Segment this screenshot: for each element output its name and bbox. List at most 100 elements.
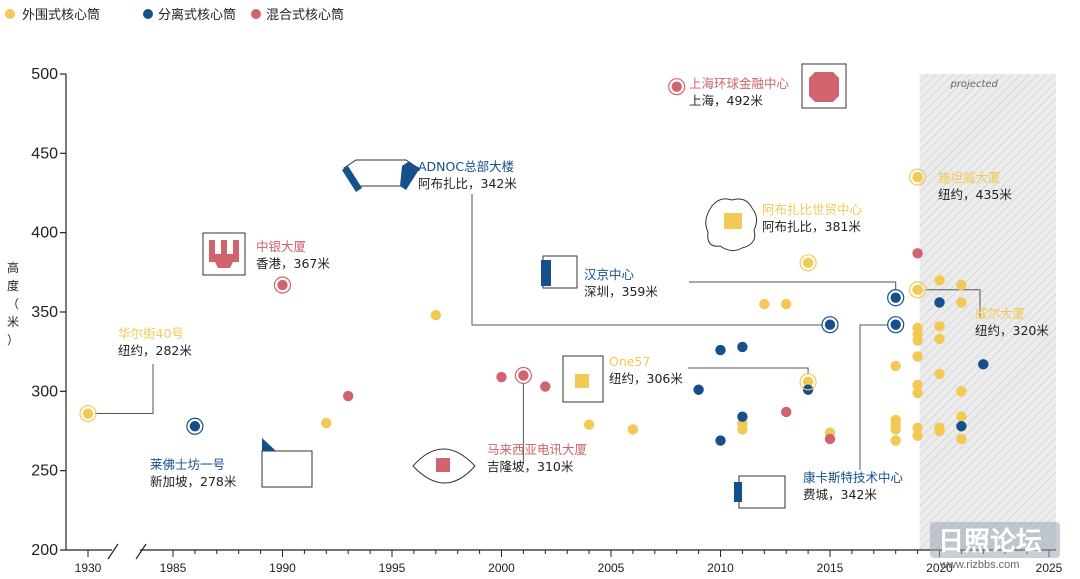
x-tick-label: 1990	[269, 561, 296, 575]
data-point-outer	[956, 297, 967, 308]
annotation-name: 华尔街40号	[118, 326, 184, 341]
data-point-outer	[583, 419, 595, 430]
annotation-location-height: 新加坡，278米	[150, 474, 237, 489]
y-tick-label: 400	[31, 225, 58, 242]
annotation-name: 施坦威大厦	[938, 170, 1001, 185]
data-point-outer	[737, 424, 748, 435]
y-axis-label: 高度（米）	[7, 260, 19, 347]
highlight-ring	[273, 276, 292, 294]
annotation-name: 马来西亚电讯大厦	[487, 442, 587, 457]
legend-swatch-separated	[143, 9, 153, 19]
annotation-location-height: 纽约，435米	[938, 187, 1012, 202]
x-tick-label: 2005	[598, 561, 625, 575]
highlight-ring	[887, 316, 905, 334]
annotation-location-height: 香港，367米	[256, 256, 330, 271]
data-point-hybrid	[540, 381, 551, 392]
legend-label-outer: 外围式核心筒	[22, 7, 100, 23]
highlight-ring	[79, 404, 97, 423]
data-point-outer	[802, 257, 814, 269]
watermark-text: 日照论坛	[938, 527, 1042, 557]
data-point-outer	[890, 424, 901, 435]
data-point-outer	[627, 424, 639, 435]
projected-label: projected	[949, 79, 998, 90]
legend-swatch-outer	[5, 9, 15, 19]
raffles-footprint-icon	[261, 450, 313, 488]
adnoc-core-icon	[400, 162, 420, 190]
axes: 200 250 300 350 400 450 500 1930 1985 1990 1995 200…	[31, 66, 1062, 575]
projected-region: projected	[919, 74, 1056, 550]
annotation-location-height: 纽约，282米	[118, 343, 192, 358]
data-point-outer	[759, 298, 770, 310]
data-point-outer	[82, 408, 94, 419]
legend-label-separated: 分离式核心筒	[158, 7, 236, 23]
highlight-ring	[186, 417, 204, 435]
data-point-outer	[934, 368, 945, 380]
leader-weir	[925, 289, 981, 318]
telekom-core-icon	[436, 458, 450, 472]
y-tick-label: 450	[31, 145, 58, 162]
y-tick-label: 500	[31, 66, 58, 83]
data-point-outer	[430, 309, 441, 321]
data-point-outer	[956, 386, 967, 397]
data-point-outer	[934, 275, 945, 286]
y-tick-label: 350	[31, 304, 58, 321]
data-point-outer	[912, 430, 923, 441]
data-point-outer	[890, 360, 901, 372]
annotation-name: One57	[609, 354, 650, 369]
annotation-location-height: 纽约，306米	[609, 371, 683, 386]
data-point-hybrid	[912, 248, 923, 259]
bank-of-china-core-icon	[209, 240, 239, 268]
y-tick-label: 250	[31, 463, 58, 480]
raffles-core-icon	[262, 438, 276, 451]
y-axis-title: 高度（米）	[7, 260, 19, 347]
annotation-location-height: 吉隆坡，310米	[487, 459, 574, 474]
data-point-outer	[934, 333, 945, 345]
legend-label-hybrid: 混合式核心筒	[266, 7, 344, 23]
annotation-location-height: 纽约，320米	[975, 323, 1049, 338]
data-point-outer	[321, 417, 332, 429]
annotation-name: ADNOC总部大楼	[418, 159, 514, 174]
legend: 外围式核心筒 分离式核心筒 混合式核心筒	[5, 7, 344, 23]
annotation-location-height: 上海，492米	[689, 93, 763, 108]
comcast-core-icon	[734, 482, 742, 502]
highlight-ring	[799, 254, 817, 272]
data-point-separated	[737, 341, 748, 353]
data-point-hybrid	[343, 390, 354, 402]
x-tick-label: 2000	[488, 561, 515, 575]
leader-hanjing	[689, 281, 897, 290]
leader-comcast	[859, 324, 888, 470]
x-tick-label: 2010	[707, 561, 734, 575]
annotation-location-height: 费城，342米	[803, 487, 877, 502]
x-tick-label: 2015	[817, 561, 844, 575]
legend-swatch-hybrid	[251, 9, 261, 19]
building-footprint-icons	[202, 63, 847, 509]
data-point-outer	[781, 298, 792, 310]
highlight-ring	[908, 168, 927, 186]
data-point-outer	[934, 425, 945, 437]
annotation-name: 阿布扎比世贸中心	[762, 202, 863, 217]
leader-adnoc	[471, 194, 822, 326]
x-tick-label: 1985	[160, 561, 187, 575]
leader-one57	[688, 367, 809, 374]
x-tick-label: 2020	[926, 561, 953, 575]
annotation-name: 汉京中心	[584, 267, 635, 282]
adwtc-core-icon	[724, 213, 742, 229]
annotation-name: 威尔大厦	[975, 306, 1025, 321]
axis-break-mark	[107, 543, 119, 560]
annotation-name: 上海环球金融中心	[689, 76, 790, 91]
data-point-separated	[715, 344, 726, 356]
data-point-separated	[890, 319, 901, 330]
data-point-outer	[912, 335, 923, 346]
data-point-hybrid	[518, 370, 529, 381]
data-point-hybrid	[496, 371, 507, 383]
data-point-outer	[956, 411, 967, 422]
data-point-separated	[189, 421, 201, 432]
x-tick-label: 2025	[1036, 561, 1063, 575]
data-point-hybrid	[824, 433, 836, 445]
axis-break-mark	[135, 543, 147, 560]
annotation-location-height: 阿布扎比，381米	[762, 219, 861, 234]
data-point-hybrid	[671, 81, 682, 92]
data-point-outer	[912, 284, 923, 295]
watermark-bg	[930, 522, 1060, 558]
